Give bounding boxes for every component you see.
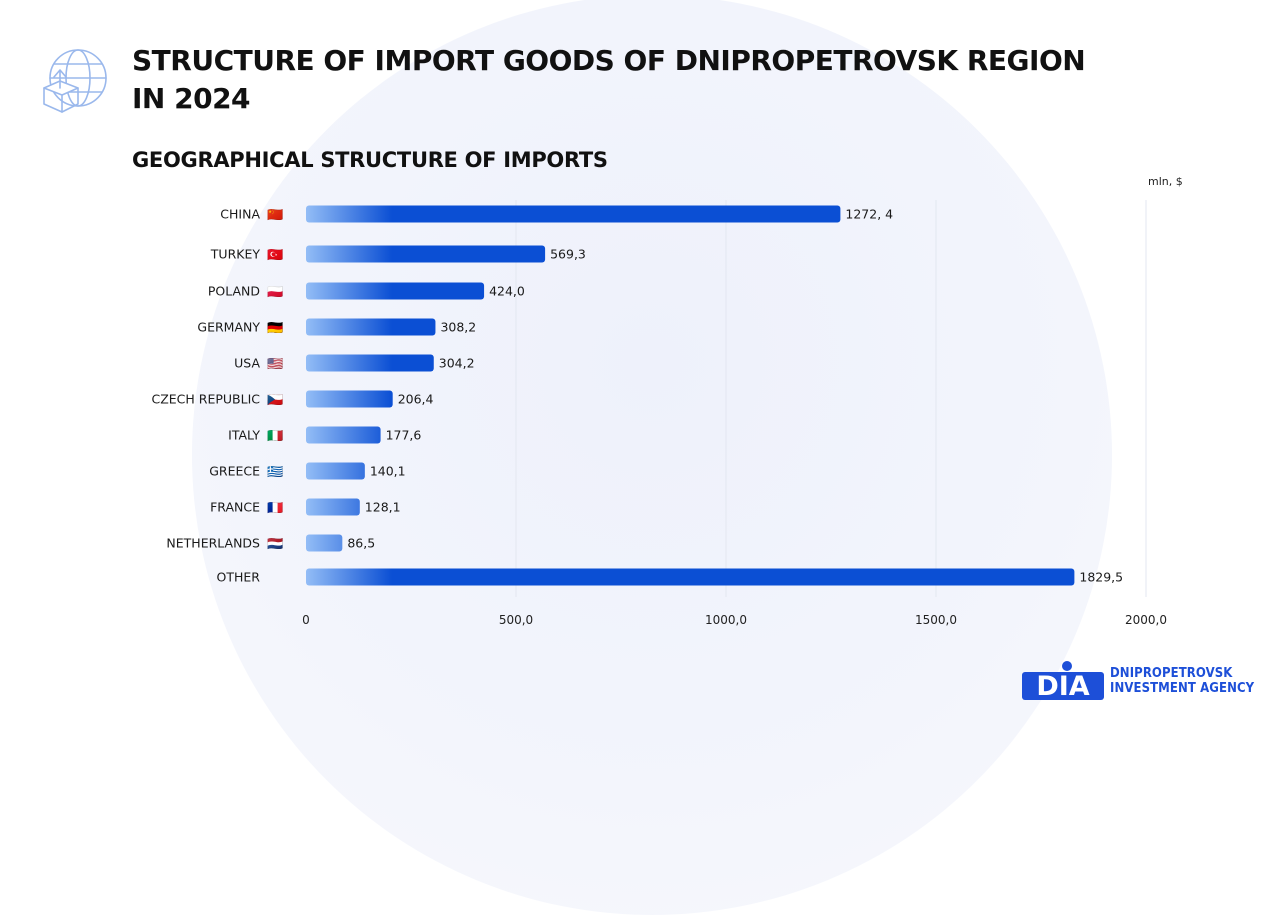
bar-netherlands bbox=[306, 534, 343, 552]
x-tick-label: 0 bbox=[302, 613, 310, 627]
flag-icon: 🇬🇷 bbox=[267, 465, 283, 480]
category-label: OTHER bbox=[217, 570, 261, 585]
logo-line-2: INVESTMENT AGENCY bbox=[1110, 681, 1255, 696]
bar-italy bbox=[306, 426, 381, 444]
bar-greece bbox=[306, 462, 365, 480]
category-label: USA bbox=[234, 356, 260, 371]
category-label: CHINA bbox=[220, 207, 260, 222]
category-label: CZECH REPUBLIC bbox=[151, 392, 260, 407]
value-label: 86,5 bbox=[347, 536, 375, 551]
bar-usa bbox=[306, 354, 434, 372]
logo-text: DNIPROPETROVSK INVESTMENT AGENCY bbox=[1110, 666, 1254, 696]
value-label: 308,2 bbox=[440, 320, 476, 335]
category-label: POLAND bbox=[208, 284, 260, 299]
flag-icon: 🇺🇸 bbox=[267, 357, 283, 372]
bar-germany bbox=[306, 318, 436, 336]
category-label: GREECE bbox=[209, 464, 260, 479]
category-label: NETHERLANDS bbox=[166, 536, 260, 551]
x-tick-label: 2000,0 bbox=[1125, 613, 1167, 627]
category-label: FRANCE bbox=[210, 500, 260, 515]
x-tick-label: 1500,0 bbox=[915, 613, 957, 627]
bar-turkey bbox=[306, 245, 546, 263]
value-label: 140,1 bbox=[370, 464, 406, 479]
flag-icon: 🇫🇷 bbox=[267, 501, 283, 516]
bar-chart: 0 500,0 1000,0 1500,0 2000,0 1272, 4 CHINA 🇨🇳 56… bbox=[151, 200, 1167, 627]
flag-icon: 🇨🇳 bbox=[267, 208, 283, 223]
logo-mark-text: DIA bbox=[1036, 671, 1089, 702]
globe-import-box-icon bbox=[43, 49, 107, 113]
flag-icon: 🇳🇱 bbox=[267, 537, 283, 552]
bar-other bbox=[306, 568, 1075, 586]
bar-france bbox=[306, 498, 360, 516]
bar-poland bbox=[306, 282, 485, 300]
category-label: ITALY bbox=[228, 428, 260, 443]
value-label: 569,3 bbox=[550, 247, 586, 262]
value-label: 1829,5 bbox=[1079, 570, 1123, 585]
category-label: GERMANY bbox=[197, 320, 260, 335]
bar-china bbox=[306, 205, 841, 223]
flag-icon: 🇮🇹 bbox=[267, 429, 283, 444]
flag-icon: 🇩🇪 bbox=[267, 321, 283, 336]
value-label: 304,2 bbox=[439, 356, 475, 371]
dia-logo: DIA DNIPROPETROVSK INVESTMENT AGENCY bbox=[1022, 660, 1254, 702]
x-tick-label: 500,0 bbox=[499, 613, 533, 627]
value-label: 1272, 4 bbox=[845, 207, 893, 222]
bar-czech-republic bbox=[306, 390, 393, 408]
dia-logo-mark: DIA bbox=[1022, 661, 1104, 702]
flag-icon: 🇵🇱 bbox=[267, 285, 283, 300]
value-label: 177,6 bbox=[386, 428, 422, 443]
logo-line-1: DNIPROPETROVSK bbox=[1110, 666, 1233, 681]
flag-icon: 🇹🇷 bbox=[267, 248, 283, 263]
chart-title: GEOGRAPHICAL STRUCTURE OF IMPORTS bbox=[132, 148, 608, 172]
category-label: TURKEY bbox=[210, 247, 261, 262]
page-title: STRUCTURE OF IMPORT GOODS OF DNIPROPETRO… bbox=[132, 44, 1086, 115]
flag-icon: 🇨🇿 bbox=[267, 393, 283, 408]
value-label: 424,0 bbox=[489, 284, 525, 299]
unit-label: mln, $ bbox=[1148, 175, 1183, 188]
x-tick-label: 1000,0 bbox=[705, 613, 747, 627]
value-label: 206,4 bbox=[398, 392, 434, 407]
value-label: 128,1 bbox=[365, 500, 401, 515]
